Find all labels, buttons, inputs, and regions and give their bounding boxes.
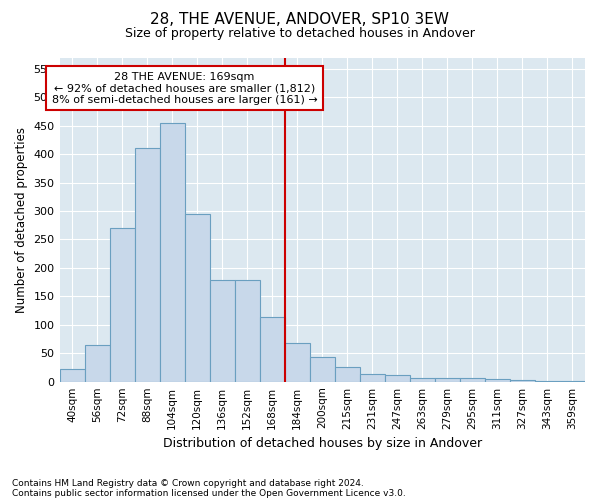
Bar — [460, 378, 485, 382]
Bar — [410, 378, 435, 382]
Y-axis label: Number of detached properties: Number of detached properties — [15, 126, 28, 312]
Bar — [85, 344, 110, 382]
Bar — [110, 228, 134, 382]
Bar — [435, 378, 460, 382]
Bar — [310, 356, 335, 382]
Text: Contains HM Land Registry data © Crown copyright and database right 2024.: Contains HM Land Registry data © Crown c… — [12, 478, 364, 488]
Bar — [260, 318, 285, 382]
Bar — [560, 380, 585, 382]
Text: 28, THE AVENUE, ANDOVER, SP10 3EW: 28, THE AVENUE, ANDOVER, SP10 3EW — [151, 12, 449, 28]
Bar — [385, 376, 410, 382]
Bar — [510, 380, 535, 382]
Bar — [59, 369, 85, 382]
Bar — [235, 280, 260, 382]
Bar — [134, 148, 160, 382]
Bar — [535, 380, 560, 382]
Bar — [209, 280, 235, 382]
Bar — [485, 380, 510, 382]
Bar — [185, 214, 209, 382]
Bar — [335, 368, 360, 382]
Text: Size of property relative to detached houses in Andover: Size of property relative to detached ho… — [125, 28, 475, 40]
Bar — [160, 123, 185, 382]
Bar — [360, 374, 385, 382]
X-axis label: Distribution of detached houses by size in Andover: Distribution of detached houses by size … — [163, 437, 482, 450]
Bar — [285, 343, 310, 382]
Text: Contains public sector information licensed under the Open Government Licence v3: Contains public sector information licen… — [12, 488, 406, 498]
Text: 28 THE AVENUE: 169sqm
← 92% of detached houses are smaller (1,812)
8% of semi-de: 28 THE AVENUE: 169sqm ← 92% of detached … — [52, 72, 317, 105]
